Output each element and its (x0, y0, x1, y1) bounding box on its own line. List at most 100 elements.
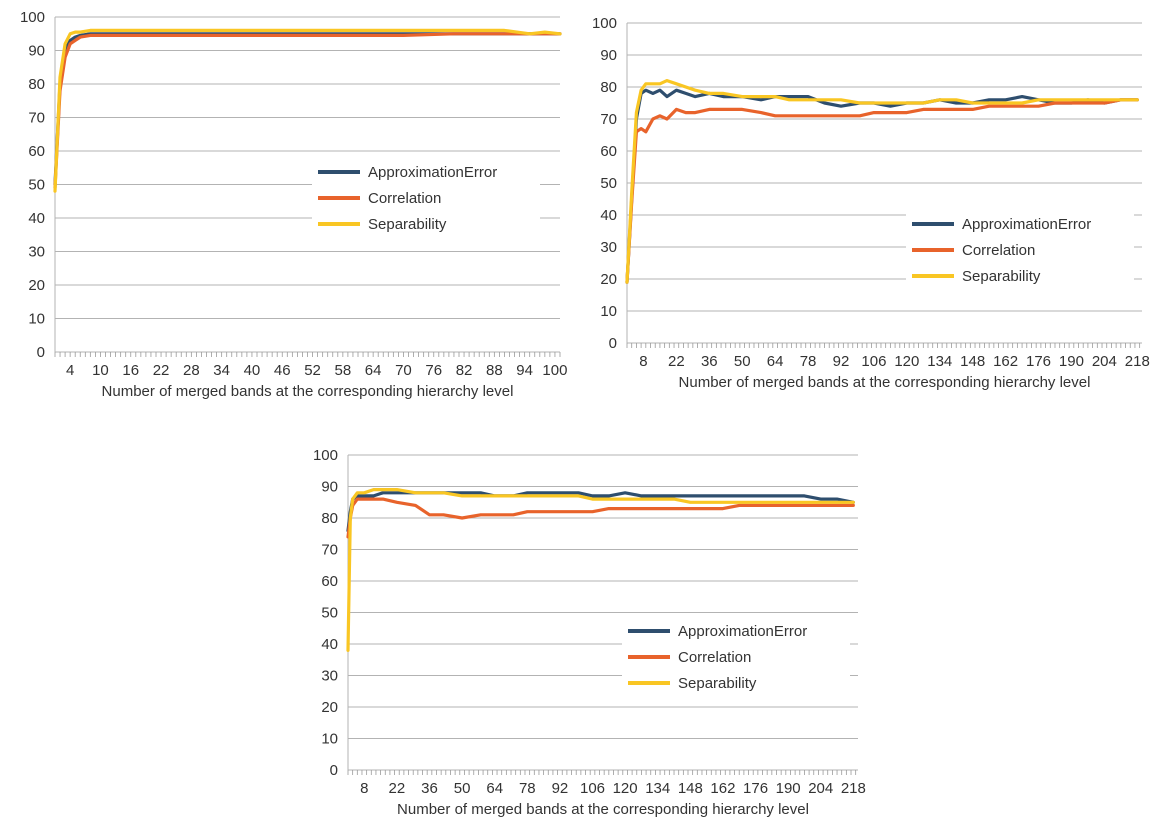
x-tick-label: 82 (456, 362, 473, 379)
y-tick-label: 60 (28, 143, 45, 160)
y-tick-label: 30 (321, 668, 338, 685)
series-line-separability (53, 28, 562, 193)
x-tick-label: 106 (861, 353, 886, 370)
x-tick-label: 22 (668, 353, 685, 370)
legend-label: Separability (678, 675, 757, 692)
x-tick-label: 148 (960, 353, 985, 370)
x-tick-label: 34 (213, 362, 230, 379)
legend-label: Correlation (368, 190, 441, 207)
x-tick-label: 22 (153, 362, 170, 379)
x-tick-label: 148 (678, 780, 703, 797)
x-tick-label: 78 (519, 780, 536, 797)
x-tick-label: 64 (767, 353, 784, 370)
y-tick-label: 100 (592, 15, 617, 32)
series-line-separability (625, 78, 1139, 284)
y-tick-label: 100 (313, 447, 338, 464)
y-tick-label: 10 (321, 731, 338, 748)
x-tick-label: 76 (425, 362, 442, 379)
y-tick-label: 20 (321, 699, 338, 716)
x-tick-label: 36 (421, 780, 438, 797)
x-tick-label: 52 (304, 362, 321, 379)
x-tick-label: 22 (389, 780, 406, 797)
x-tick-label: 78 (800, 353, 817, 370)
legend-label: Correlation (962, 242, 1035, 259)
x-tick-label: 134 (927, 353, 952, 370)
x-axis-title: Number of merged bands at the correspond… (102, 383, 514, 400)
series-line-approximationerror (346, 491, 855, 533)
x-tick-label: 46 (274, 362, 291, 379)
y-tick-label: 30 (28, 244, 45, 261)
x-tick-label: 162 (993, 353, 1018, 370)
y-tick-label: 90 (28, 43, 45, 60)
x-tick-label: 70 (395, 362, 412, 379)
legend-label: ApproximationError (368, 164, 497, 181)
x-tick-label: 176 (743, 780, 768, 797)
x-tick-label: 100 (542, 362, 567, 379)
series-line-correlation (53, 32, 562, 190)
legend-label: Separability (962, 268, 1041, 285)
legend: ApproximationError Correlation Separabilit… (622, 617, 850, 699)
x-tick-label: 50 (734, 353, 751, 370)
y-tick-label: 0 (37, 344, 45, 361)
x-tick-label: 204 (808, 780, 833, 797)
chart-top-left: 0 10 20 30 40 50 60 70 80 90 100 4 10 16 22 28 34 40 46 52 5… (0, 0, 575, 415)
y-tick-label: 50 (321, 605, 338, 622)
y-tick-label: 70 (28, 110, 45, 127)
x-tick-label: 134 (645, 780, 670, 797)
x-tick-label: 162 (710, 780, 735, 797)
x-tick-label: 92 (552, 780, 569, 797)
x-axis-title: Number of merged bands at the correspond… (397, 801, 809, 818)
y-tick-label: 50 (28, 177, 45, 194)
y-tick-label: 70 (600, 111, 617, 128)
y-tick-label: 10 (600, 303, 617, 320)
x-tick-label: 94 (516, 362, 533, 379)
y-tick-label: 80 (600, 79, 617, 96)
legend: ApproximationError Correlation Separabilit… (312, 158, 540, 240)
x-tick-label: 64 (486, 780, 503, 797)
x-tick-label: 50 (454, 780, 471, 797)
legend-label: ApproximationError (678, 623, 807, 640)
chart-svg: 0 10 20 30 40 50 60 70 80 90 100 8 22 36 50 64 78 92 106 12… (592, 15, 1150, 391)
y-tick-label: 40 (28, 210, 45, 227)
x-tick-label: 40 (244, 362, 261, 379)
x-tick-label: 36 (701, 353, 718, 370)
legend: ApproximationError Correlation Separabilit… (906, 210, 1134, 292)
y-tick-label: 40 (321, 636, 338, 653)
legend-label: ApproximationError (962, 216, 1091, 233)
y-tick-label: 0 (330, 762, 338, 779)
y-tick-label: 70 (321, 542, 338, 559)
y-tick-label: 0 (609, 335, 617, 352)
x-tick-label: 4 (66, 362, 74, 379)
x-tick-label: 218 (1125, 353, 1150, 370)
x-tick-label: 218 (841, 780, 866, 797)
chart-svg: 0 10 20 30 40 50 60 70 80 90 100 4 10 16 22 28 34 40 46 52 5… (20, 9, 567, 400)
x-tick-label: 28 (183, 362, 200, 379)
x-tick-label: 120 (894, 353, 919, 370)
legend-label: Separability (368, 216, 447, 233)
y-tick-label: 30 (600, 239, 617, 256)
y-tick-label: 60 (321, 573, 338, 590)
y-tick-label: 60 (600, 143, 617, 160)
x-tick-label: 176 (1026, 353, 1051, 370)
x-tick-label: 92 (833, 353, 850, 370)
series-line-separability (346, 487, 855, 652)
y-tick-label: 90 (600, 47, 617, 64)
x-tick-label: 190 (1059, 353, 1084, 370)
series-line-correlation (625, 98, 1139, 284)
x-tick-label: 204 (1092, 353, 1117, 370)
chart-bottom-center: 0 10 20 30 40 50 60 70 80 90 100 8 22 36 50 64 78 92 106 12… (290, 445, 870, 820)
x-tick-label: 64 (365, 362, 382, 379)
x-tick-label: 16 (122, 362, 139, 379)
x-tick-label: 88 (486, 362, 503, 379)
y-tick-label: 20 (28, 277, 45, 294)
y-tick-label: 80 (28, 76, 45, 93)
series-line-correlation (346, 497, 855, 539)
x-tick-label: 58 (335, 362, 352, 379)
y-tick-label: 40 (600, 207, 617, 224)
y-tick-label: 20 (600, 271, 617, 288)
x-axis-title: Number of merged bands at the correspond… (679, 374, 1091, 391)
x-tick-label: 190 (776, 780, 801, 797)
x-tick-label: 10 (92, 362, 109, 379)
y-tick-label: 90 (321, 479, 338, 496)
chart-top-right: 0 10 20 30 40 50 60 70 80 90 100 8 22 36 50 64 78 92 106 12… (582, 8, 1157, 413)
